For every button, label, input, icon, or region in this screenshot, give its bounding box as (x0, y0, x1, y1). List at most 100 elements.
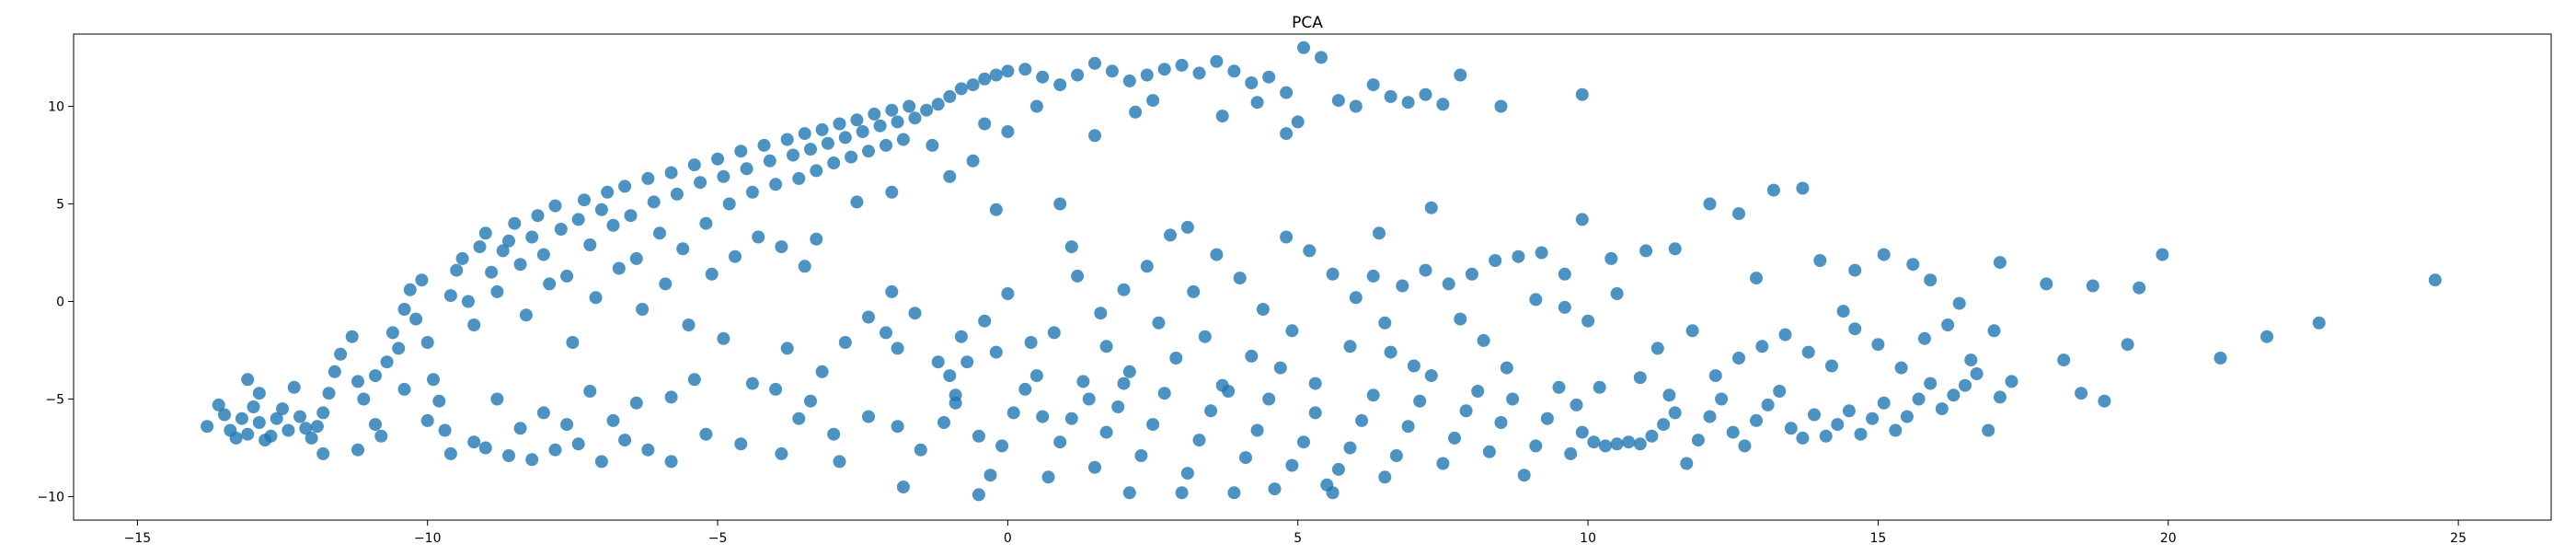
data-point (1041, 470, 1055, 484)
data-point (833, 117, 846, 131)
data-point (1273, 361, 1287, 375)
data-point (636, 303, 650, 316)
data-point (1134, 449, 1148, 462)
data-point (1384, 345, 1397, 359)
data-point (804, 394, 817, 408)
data-point (1622, 435, 1636, 449)
data-point (1262, 70, 1276, 84)
data-point (1407, 359, 1420, 373)
data-point (328, 365, 341, 378)
data-point (1384, 89, 1397, 103)
data-point (687, 158, 701, 172)
data-point (1477, 333, 1490, 347)
data-point (937, 416, 950, 429)
data-point (850, 113, 864, 127)
y-tick-label: −10 (37, 491, 64, 505)
data-point (891, 115, 904, 129)
data-point (943, 169, 957, 183)
data-point (310, 420, 324, 434)
data-point (960, 355, 974, 369)
data-point (676, 242, 690, 256)
data-point (1726, 425, 1740, 439)
data-point (833, 455, 846, 469)
data-point (1227, 64, 1241, 78)
data-point (1099, 425, 1113, 439)
data-point (880, 138, 892, 152)
data-point (804, 143, 817, 156)
data-point (653, 226, 666, 240)
data-point (606, 218, 620, 232)
data-point (594, 203, 608, 216)
data-point (351, 443, 364, 457)
data-point (1662, 388, 1676, 402)
data-point (1233, 272, 1247, 285)
data-point (1413, 394, 1427, 408)
data-point (815, 365, 829, 378)
data-point (740, 162, 753, 176)
data-point (1047, 326, 1061, 340)
data-point (1535, 246, 1548, 260)
data-point (896, 481, 910, 493)
data-point (1366, 388, 1380, 402)
data-point (508, 216, 522, 230)
data-point (1512, 249, 1525, 263)
data-point (1401, 420, 1415, 434)
data-point (647, 195, 661, 209)
data-point (1558, 300, 1571, 314)
data-point (1117, 376, 1131, 390)
data-point (420, 413, 434, 427)
data-point (798, 127, 811, 141)
data-point (1959, 378, 1972, 392)
data-point (1448, 431, 1461, 445)
data-point (966, 78, 980, 92)
data-point (717, 169, 730, 183)
data-point (1349, 99, 1363, 113)
data-point (1558, 267, 1571, 281)
data-point (1796, 181, 1810, 195)
data-point (548, 443, 562, 457)
data-point (357, 392, 371, 406)
data-point (2005, 375, 2018, 388)
data-point (548, 199, 562, 213)
data-point (1668, 242, 1682, 256)
data-point (601, 185, 615, 199)
data-point (1993, 390, 2007, 404)
data-point (1157, 387, 1171, 400)
data-point (1401, 96, 1415, 110)
data-point (1210, 54, 1224, 68)
data-point (1454, 68, 1467, 82)
data-point (1419, 263, 1432, 277)
data-point (1575, 213, 1589, 226)
data-point (1291, 115, 1305, 129)
data-point (1529, 293, 1543, 307)
data-point (989, 68, 1003, 82)
data-point (369, 418, 382, 432)
data-point (1906, 258, 1920, 272)
data-point (1424, 201, 1438, 214)
data-point (1192, 66, 1206, 80)
data-point (734, 437, 748, 451)
data-point (1732, 352, 1745, 365)
data-point (1343, 340, 1357, 353)
data-point (752, 230, 765, 244)
data-point (583, 385, 597, 398)
x-tick-label: 20 (2160, 531, 2177, 546)
data-point (1366, 269, 1380, 283)
data-point (1175, 58, 1189, 72)
data-point (891, 342, 904, 355)
data-point (995, 439, 1009, 453)
data-point (293, 410, 306, 423)
data-point (467, 435, 481, 449)
data-point (560, 418, 574, 432)
data-point (908, 307, 922, 320)
data-point (1750, 272, 1763, 285)
data-point (838, 336, 852, 349)
data-point (490, 284, 504, 298)
data-point (1738, 439, 1752, 453)
data-point (1001, 287, 1015, 300)
data-point (1053, 197, 1067, 211)
data-point (1540, 411, 1554, 425)
data-point (885, 185, 899, 199)
data-point (1952, 296, 1966, 310)
